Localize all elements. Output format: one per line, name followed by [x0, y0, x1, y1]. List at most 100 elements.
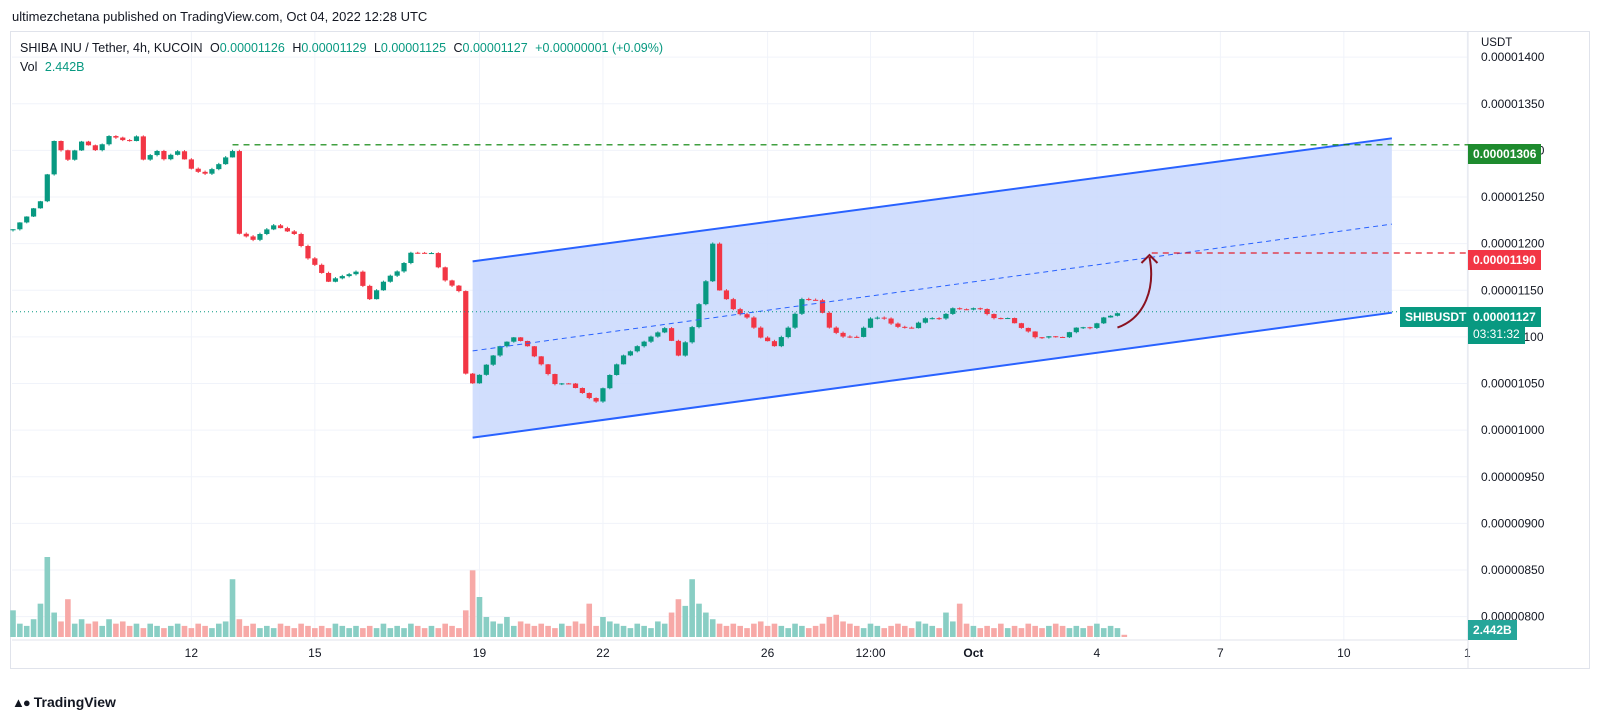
volume-bar	[154, 625, 160, 637]
candle-body	[298, 233, 304, 246]
candle-body	[463, 291, 469, 374]
volume-bar	[92, 621, 99, 637]
candle-body	[847, 336, 853, 338]
candle-body	[147, 155, 153, 160]
candle-body	[1005, 318, 1011, 320]
arrow-head-icon	[1140, 253, 1159, 264]
candle-body	[401, 263, 407, 272]
candle-body	[133, 136, 140, 142]
candle-body	[668, 328, 675, 341]
volume-bar	[339, 625, 346, 637]
candle-body	[181, 151, 188, 160]
volume-bar	[744, 628, 750, 637]
candle-body	[154, 150, 160, 156]
time-tick-label: Oct	[963, 646, 983, 660]
candle-body	[30, 208, 37, 217]
volume-bar	[257, 628, 263, 637]
volume-bar	[998, 623, 1004, 637]
candle-body	[696, 304, 702, 328]
last-price-tag: 0.00001127	[1468, 307, 1541, 327]
volume-bar	[449, 625, 455, 637]
volume-bar	[387, 628, 394, 637]
volume-bar	[675, 599, 682, 637]
countdown-tag: 03:31:32	[1468, 324, 1525, 344]
volume-bar	[559, 623, 565, 637]
volume-bar	[119, 621, 126, 637]
candle-body	[1101, 317, 1107, 324]
candle-body	[579, 388, 585, 394]
volume-bar	[799, 625, 805, 637]
candle-body	[44, 174, 50, 202]
volume-bar	[593, 625, 599, 637]
volume-bar	[703, 612, 709, 637]
volume-bar	[922, 623, 929, 637]
candle-body	[806, 299, 812, 301]
tradingview-logo[interactable]: ▲● TradingView	[12, 694, 116, 710]
volume-bar	[469, 570, 476, 637]
volume-bar	[627, 628, 634, 637]
volume-bar	[1094, 623, 1100, 637]
volume-bar	[607, 621, 613, 637]
candle-body	[195, 168, 201, 172]
candle-body	[325, 272, 332, 282]
volume-bar	[51, 612, 57, 637]
volume-bar	[956, 603, 963, 637]
volume-bar	[792, 623, 798, 637]
candle-body	[223, 157, 229, 165]
volume-bar	[126, 625, 133, 637]
volume-bar	[236, 619, 243, 637]
volume-bar	[106, 619, 112, 637]
volume-bar	[757, 621, 764, 637]
volume-bar	[78, 619, 85, 637]
price-tick-label: 0.00001200	[1481, 237, 1545, 251]
channel-lower-line	[472, 311, 1392, 439]
candle-body	[271, 225, 277, 230]
candle-body	[277, 225, 284, 229]
candle-body	[161, 150, 167, 160]
volume-bar	[360, 628, 366, 637]
volume-bar	[497, 623, 503, 637]
price-tick-label: 0.00001150	[1481, 283, 1544, 297]
volume-bar	[730, 623, 737, 637]
candle-body	[394, 271, 400, 276]
volume-bar	[483, 617, 490, 637]
volume-bar	[984, 625, 990, 637]
volume-bar	[641, 625, 647, 637]
symbol-title[interactable]: SHIBA INU / Tether, 4h, KUCOIN	[20, 41, 203, 55]
candle-body	[545, 364, 551, 375]
candle-body	[99, 144, 105, 151]
candle-body	[723, 290, 730, 300]
volume-bar	[380, 623, 387, 637]
high-value: 0.00001129	[301, 41, 367, 55]
volume-price-tag: 2.442B	[1468, 620, 1517, 640]
resistance-price-tag: 0.00001306	[1468, 144, 1542, 164]
candle-body	[559, 383, 565, 385]
volume-bar	[133, 623, 140, 637]
candle-body	[483, 364, 489, 375]
volume-bar	[1087, 625, 1093, 637]
low-value: 0.00001125	[380, 41, 447, 55]
candle-body	[984, 308, 990, 315]
candle-body	[1025, 327, 1031, 332]
volume-bar	[716, 623, 723, 637]
high-label: H	[292, 41, 302, 55]
candle-body	[168, 154, 174, 160]
candle-body	[476, 374, 483, 384]
candle-body	[675, 340, 682, 356]
symbol-price-tag: SHIBUSDT	[1400, 307, 1472, 327]
volume-bar	[428, 625, 435, 637]
volume-bar	[476, 597, 483, 637]
candle-body	[387, 275, 393, 282]
candle-body	[703, 281, 709, 305]
chart-frame[interactable]	[10, 31, 1590, 669]
volume-bar	[188, 628, 195, 637]
volume-bar	[325, 628, 332, 637]
candle-body	[785, 327, 791, 338]
volume-bar	[270, 628, 277, 637]
volume-bar	[10, 610, 16, 637]
candle-body	[360, 271, 366, 286]
price-tick-label: 0.00000850	[1481, 563, 1545, 577]
candle-body	[1053, 336, 1059, 338]
candle-body	[874, 317, 880, 319]
